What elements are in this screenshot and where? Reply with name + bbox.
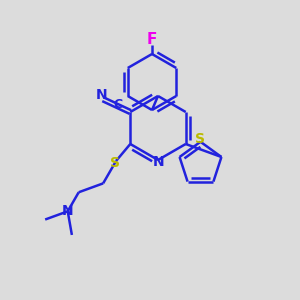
Text: S: S bbox=[110, 156, 120, 170]
Text: N: N bbox=[62, 204, 74, 218]
Text: S: S bbox=[196, 132, 206, 146]
Text: C: C bbox=[113, 98, 122, 111]
Text: F: F bbox=[147, 32, 157, 47]
Text: N: N bbox=[153, 155, 165, 169]
Text: N: N bbox=[95, 88, 107, 102]
